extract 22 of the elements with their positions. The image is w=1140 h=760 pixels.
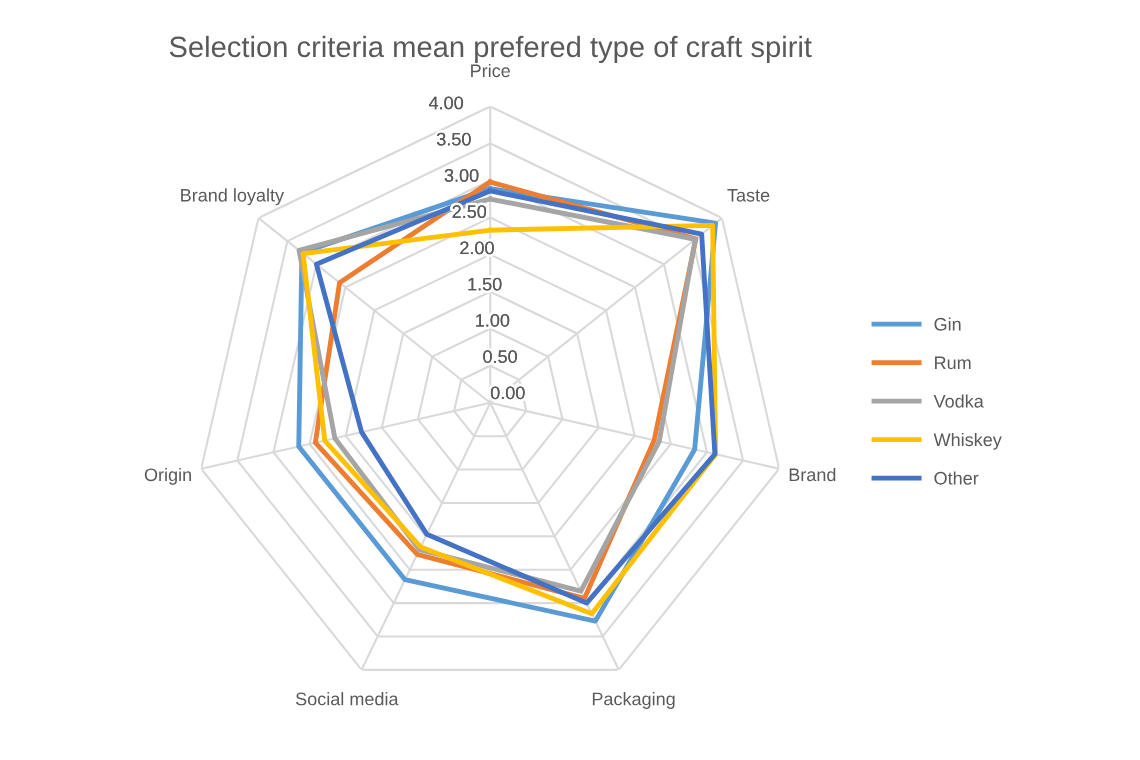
chart-title: Selection criteria mean prefered type of craft spirit: [169, 35, 812, 63]
y-tick-label: 3.00: [444, 169, 479, 182]
legend-label: Other: [934, 471, 979, 485]
y-tick-label: 2.00: [460, 241, 494, 255]
y-tick-label: 3.50: [436, 132, 471, 146]
spoke-label: Brand: [789, 467, 836, 482]
legend-label: Whiskey: [933, 432, 1002, 450]
y-tick-label: 0.50: [483, 350, 517, 363]
spoke-label: Social media: [295, 692, 399, 706]
spoke-label: Brand loyalty: [181, 188, 285, 206]
y-tick-label: 4.00: [428, 96, 464, 110]
y-tick-label: 2.50: [452, 205, 487, 219]
y-tick-label: 1.50: [468, 277, 502, 291]
spoke-label: Packaging: [592, 692, 675, 709]
spoke-label: Origin: [144, 467, 191, 485]
y-tick-label: 0.00: [490, 386, 525, 400]
y-tick-label: 1.00: [476, 313, 510, 327]
spoke-label: Taste: [727, 189, 770, 202]
legend-label: Gin: [934, 317, 961, 331]
spoke-label: Price: [471, 63, 510, 78]
legend-label: Vodka: [933, 394, 984, 408]
legend-label: Rum: [935, 356, 971, 370]
